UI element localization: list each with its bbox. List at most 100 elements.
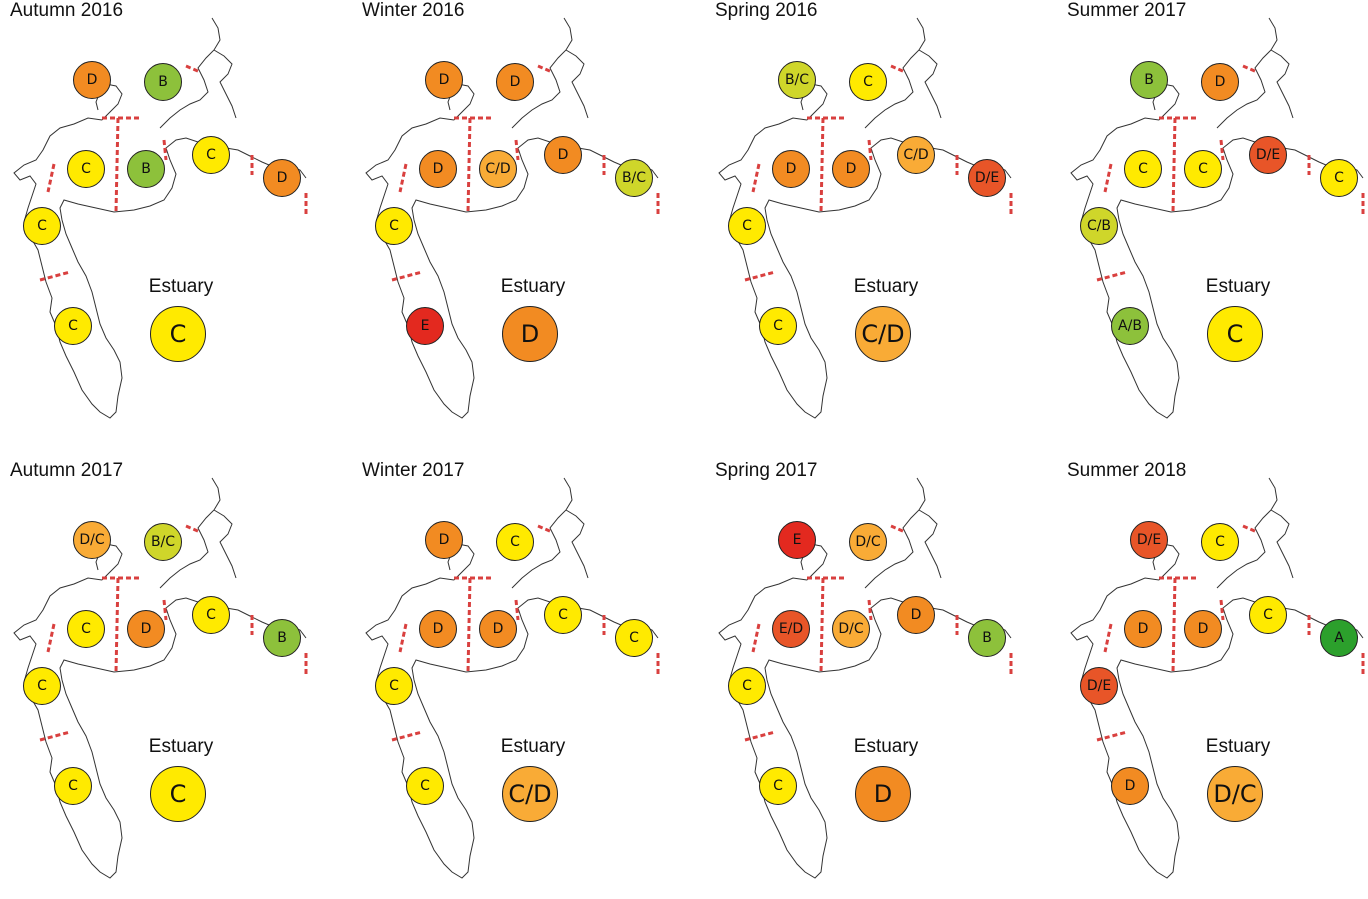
zone-grade-e: C (544, 596, 582, 634)
coastline (1152, 83, 1180, 121)
season-map-panel: Spring 2016 B/C C D D C/D D/E C C Estuary C/D (705, 0, 1047, 439)
zone-grade-nw: D/C (73, 521, 111, 559)
coastline (800, 83, 828, 121)
panel-title: Winter 2017 (362, 460, 465, 481)
coastline (13, 577, 307, 879)
estuary-overall-grade: C (150, 766, 206, 822)
zone-boundary (514, 139, 520, 161)
zone-grade-w: D (419, 150, 457, 188)
estuary-outline-map (13, 17, 308, 419)
zone-boundary (751, 163, 761, 193)
estuary-overall-grade: C (1207, 306, 1263, 362)
coastline (511, 477, 573, 589)
coastline (565, 509, 589, 579)
coastline (365, 577, 659, 879)
zone-boundary (867, 139, 873, 161)
zone-grade-far-e: C (615, 619, 653, 657)
zone-grade-sw2: C (54, 767, 92, 805)
zone-grade-far-e: B (263, 619, 301, 657)
zone-grade-e: D (897, 596, 935, 634)
estuary-overall-grade: C/D (855, 306, 911, 362)
estuary-outline-map (1070, 17, 1365, 419)
coastline (213, 509, 237, 579)
zone-grade-sw1: C (728, 207, 766, 245)
zone-grade-far-e: D/E (968, 159, 1006, 197)
estuary-label: Estuary (1205, 276, 1271, 297)
season-map-panel: Winter 2016 D D D C/D D B/C C E Estuary D (352, 0, 694, 439)
zone-boundary (819, 117, 825, 213)
estuary-outline-map (365, 17, 660, 419)
estuary-outline-map (13, 477, 308, 879)
zone-boundary (162, 599, 168, 621)
coastline (447, 543, 475, 581)
zone-grade-far-e: D (263, 159, 301, 197)
panel-title: Spring 2016 (715, 0, 818, 21)
zone-boundary (890, 64, 906, 74)
estuary-label: Estuary (853, 276, 919, 297)
zone-boundary (1171, 577, 1177, 673)
season-map-panel: Autumn 2016 D B C B C D C C Estuary C (0, 0, 342, 439)
zone-grade-e: C (192, 136, 230, 174)
coastline (95, 543, 123, 581)
coastline (1216, 17, 1278, 129)
zone-grade-c: D (832, 150, 870, 188)
coastline (95, 83, 123, 121)
zone-grade-ne: B/C (144, 523, 182, 561)
coastline (800, 543, 828, 581)
estuary-overall-grade: D (855, 766, 911, 822)
zone-grade-sw1: C (728, 667, 766, 705)
coastline (1270, 49, 1294, 119)
zone-grade-w: E/D (772, 610, 810, 648)
zone-grade-far-e: B (968, 619, 1006, 657)
season-map-panel: Summer 2017 B D C C D/E C C/B A/B Estuary C (1057, 0, 1368, 439)
zone-grade-far-e: A (1320, 619, 1358, 657)
zone-grade-nw: D (425, 61, 463, 99)
zone-grade-sw1: C/B (1080, 207, 1118, 245)
coastline (918, 49, 942, 119)
coastline (864, 477, 926, 589)
zone-grade-sw1: C (23, 207, 61, 245)
zone-grade-c: C/D (479, 150, 517, 188)
zone-grade-ne: D/C (849, 523, 887, 561)
season-map-panel: Autumn 2017 D/C B/C C D C B C C Estuary C (0, 460, 342, 899)
zone-boundary (114, 577, 120, 673)
coastline (1070, 117, 1364, 419)
estuary-label: Estuary (148, 276, 214, 297)
zone-boundary (867, 599, 873, 621)
estuary-grade-maps: Autumn 2016 D B C B C D C C Estuary C Winter 2016 D D… (0, 0, 1368, 879)
zone-boundary (1096, 270, 1128, 282)
zone-grade-ne: D (1201, 63, 1239, 101)
zone-grade-nw: D (425, 521, 463, 559)
estuary-outline-map (365, 477, 660, 879)
coastline (1152, 543, 1180, 581)
coastline (213, 49, 237, 119)
zone-boundary (1171, 117, 1177, 213)
panel-title: Winter 2016 (362, 0, 465, 21)
zone-boundary (391, 270, 423, 282)
zone-grade-ne: C (849, 63, 887, 101)
zone-boundary (39, 730, 71, 742)
zone-boundary (1242, 524, 1258, 534)
zone-boundary (185, 524, 201, 534)
coastline (718, 117, 1012, 419)
zone-grade-nw: E (778, 521, 816, 559)
zone-grade-ne: C (496, 523, 534, 561)
zone-grade-sw2: D (1111, 767, 1149, 805)
coastline (511, 17, 573, 129)
zone-boundary (114, 117, 120, 213)
zone-boundary (890, 524, 906, 534)
zone-grade-nw: D (73, 61, 111, 99)
zone-boundary (39, 270, 71, 282)
zone-grade-ne: B (144, 63, 182, 101)
season-map-panel: Winter 2017 D C D D C C C C Estuary C/D (352, 460, 694, 899)
season-map-panel: Summer 2018 D/E C D D C A D/E D Estuary D/C (1057, 460, 1368, 899)
zone-grade-sw2: A/B (1111, 307, 1149, 345)
zone-grade-ne: D (496, 63, 534, 101)
zone-grade-c: D (127, 610, 165, 648)
zone-boundary (1242, 64, 1258, 74)
zone-boundary (466, 117, 472, 213)
estuary-label: Estuary (853, 736, 919, 757)
coastline (1216, 477, 1278, 589)
zone-grade-w: C (67, 610, 105, 648)
zone-grade-c: D (479, 610, 517, 648)
